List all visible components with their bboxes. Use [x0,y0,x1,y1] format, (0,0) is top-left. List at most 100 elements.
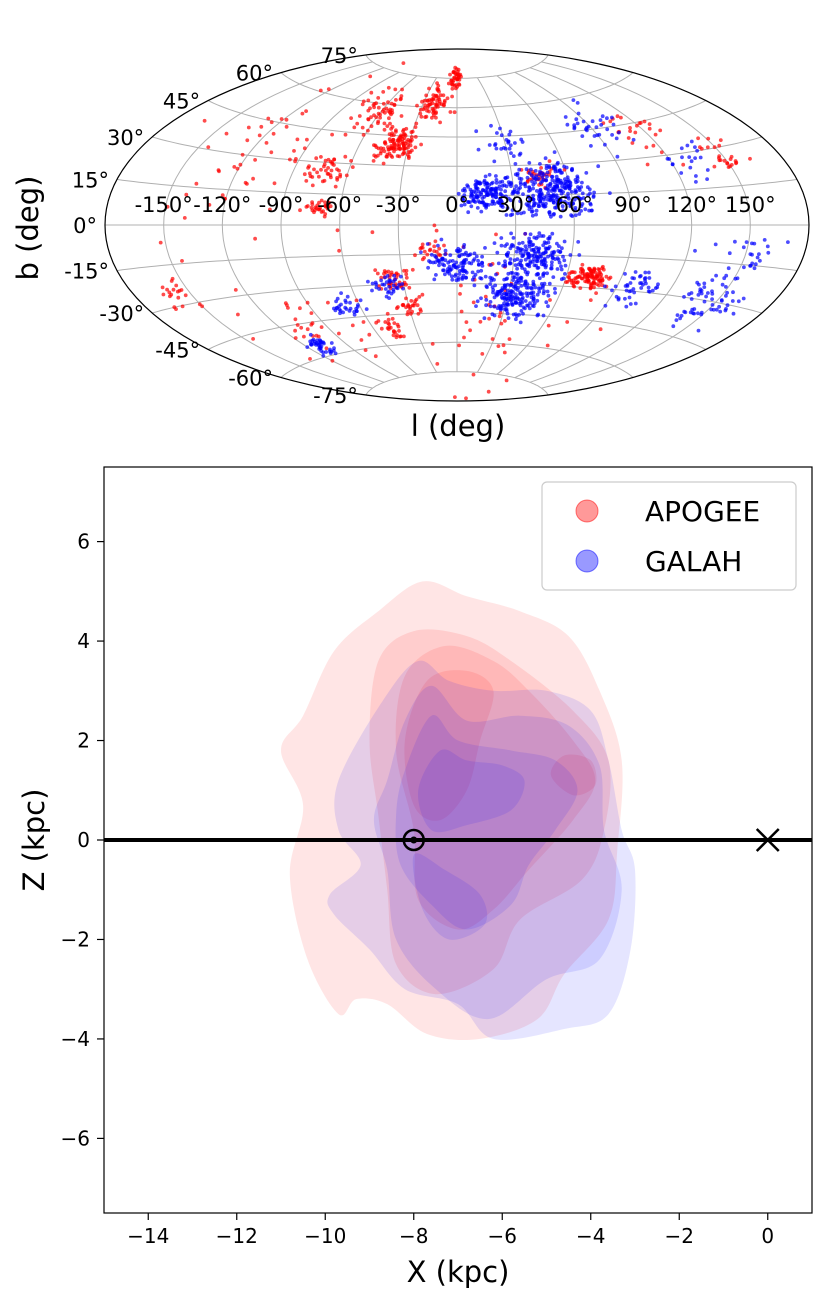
galah-star-point [590,119,595,124]
apogee-star-point [397,138,402,143]
galah-star-point [501,263,506,268]
apogee-star-point [319,198,324,203]
apogee-star-point [407,285,412,290]
galah-star-point [473,272,478,277]
galah-star-point [563,272,567,276]
apogee-star-point [410,309,414,314]
galah-star-point [542,281,547,286]
galah-star-point [447,271,452,276]
galah-star-point [704,294,708,299]
galah-star-point [586,124,591,129]
galah-star-point [544,164,549,168]
x-tick-label: −6 [488,1224,517,1248]
galah-star-point [731,311,736,316]
galah-star-point [542,240,547,245]
galah-star-point [344,307,349,311]
latitude-tick-label: 0° [73,214,97,238]
galah-star-point [518,320,523,325]
galah-star-point [474,304,478,308]
apogee-star-point [376,319,381,323]
legend[interactable]: APOGEE GALAH [541,481,797,591]
galah-star-point [453,274,457,278]
apogee-star-point [434,228,439,233]
galah-star-point [383,287,388,291]
apogee-star-point [295,137,300,142]
galah-star-point [562,239,567,244]
galah-star-point [714,273,718,278]
galah-star-point [525,303,529,308]
galah-star-point [439,237,444,242]
galah-star-point [502,277,507,282]
galah-star-point [518,199,523,204]
galah-star-point [477,189,481,194]
apogee-star-point [305,300,310,305]
galah-star-point [488,275,493,280]
galah-star-point [497,197,502,201]
galah-star-point [735,276,740,281]
apogee-star-point [376,111,381,116]
galah-star-point [345,294,350,299]
apogee-star-point [233,288,238,292]
galah-star-point [473,200,478,204]
xz-y-axis-label: Z (kpc) [17,789,51,892]
galah-star-point [432,277,437,282]
apogee-star-point [293,317,298,322]
galah-star-point [472,195,476,199]
apogee-star-point [251,337,256,341]
apogee-star-point [638,121,643,125]
galah-star-point [558,168,562,173]
apogee-star-point [352,125,357,130]
apogee-star-point [360,125,365,130]
apogee-star-point [503,319,507,323]
galah-star-point [386,290,390,295]
galah-star-point [566,183,571,188]
galah-star-point [531,186,535,191]
galah-star-point [503,146,508,151]
apogee-star-point [572,270,577,275]
apogee-star-point [366,117,371,121]
apogee-contour-level-2 [369,629,611,995]
galah-star-point [504,194,508,199]
galah-star-point [546,254,550,259]
galah-star-point [679,313,684,318]
apogee-star-point [382,271,386,276]
galah-star-point [523,280,528,284]
apogee-star-point [698,145,702,150]
galah-star-point [480,254,484,259]
apogee-star-point [403,133,408,138]
galah-star-point [309,342,313,347]
galah-star-point [565,122,570,127]
galah-star-point [531,282,536,287]
galah-star-point [443,248,448,253]
galah-star-point [675,313,680,317]
galah-star-point [509,231,513,236]
galah-star-point [575,176,580,180]
galah-star-point [543,156,548,161]
galah-star-point [616,296,621,301]
apogee-star-point [319,210,324,214]
galah-star-point [571,201,576,206]
galah-star-point [510,271,515,275]
apogee-star-point [717,143,722,148]
galah-star-point [575,121,580,126]
apogee-star-point [349,159,353,163]
galah-star-point [710,278,715,282]
galah-star-point [480,188,485,192]
apogee-star-point [392,321,397,325]
galah-star-point [513,295,518,300]
galah-star-point [533,180,537,185]
galah-star-point [517,241,522,246]
galah-star-point [541,243,546,248]
galah-star-point [680,155,684,160]
apogee-star-point [369,115,373,120]
apogee-star-point [382,127,387,132]
apogee-star-point [591,276,596,280]
apogee-star-point [332,157,336,162]
apogee-star-point [343,132,348,137]
apogee-star-point [486,389,491,394]
apogee-star-point [706,136,711,141]
apogee-star-point [207,203,212,207]
galah-star-point [464,257,469,262]
apogee-star-point [729,163,734,167]
galah-star-point [493,143,497,148]
